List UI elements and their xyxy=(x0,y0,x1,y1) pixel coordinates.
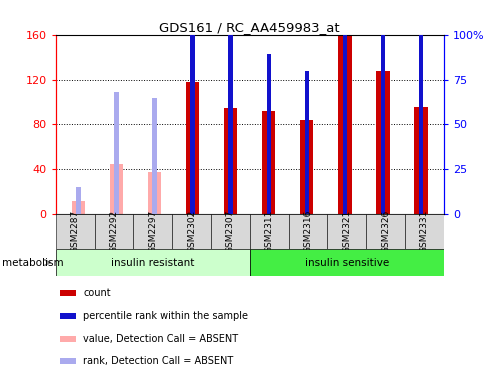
Bar xyxy=(304,71,308,214)
Text: GSM2307: GSM2307 xyxy=(226,210,234,253)
Bar xyxy=(224,108,237,214)
Bar xyxy=(327,214,365,249)
Text: percentile rank within the sample: percentile rank within the sample xyxy=(83,311,248,321)
Bar xyxy=(342,0,347,214)
Bar xyxy=(114,92,119,214)
Bar xyxy=(266,55,271,214)
Text: value, Detection Call = ABSENT: value, Detection Call = ABSENT xyxy=(83,333,238,344)
Text: GSM2326: GSM2326 xyxy=(380,210,389,253)
Bar xyxy=(261,111,275,214)
Bar xyxy=(172,214,211,249)
Bar xyxy=(228,11,232,214)
Bar xyxy=(110,164,123,214)
Bar xyxy=(365,214,404,249)
Bar xyxy=(186,82,199,214)
Bar xyxy=(56,249,249,276)
Bar xyxy=(337,35,351,214)
Text: insulin resistant: insulin resistant xyxy=(111,258,194,268)
Text: GSM2316: GSM2316 xyxy=(303,210,312,253)
Text: GSM2297: GSM2297 xyxy=(148,210,157,253)
Bar xyxy=(60,358,76,365)
Bar xyxy=(133,214,172,249)
Bar xyxy=(288,214,327,249)
Text: metabolism: metabolism xyxy=(2,258,64,268)
Bar xyxy=(152,97,157,214)
Text: GSM2292: GSM2292 xyxy=(109,210,118,253)
Bar xyxy=(249,214,288,249)
Bar xyxy=(300,120,313,214)
Bar xyxy=(72,201,85,214)
Text: GSM2321: GSM2321 xyxy=(342,210,350,253)
Bar xyxy=(380,0,384,214)
Text: GSM2287: GSM2287 xyxy=(71,210,79,253)
Text: GSM2302: GSM2302 xyxy=(187,210,196,253)
Text: count: count xyxy=(83,288,111,298)
Bar xyxy=(404,214,443,249)
Bar xyxy=(76,187,81,214)
Bar xyxy=(148,172,161,214)
Bar xyxy=(60,290,76,296)
Bar xyxy=(56,214,94,249)
Bar xyxy=(60,313,76,319)
Bar xyxy=(413,107,427,214)
Bar xyxy=(60,336,76,341)
Text: GSM2331: GSM2331 xyxy=(419,210,428,253)
Bar xyxy=(249,249,443,276)
Bar xyxy=(211,214,249,249)
Title: GDS161 / RC_AA459983_at: GDS161 / RC_AA459983_at xyxy=(159,20,339,34)
Text: rank, Detection Call = ABSENT: rank, Detection Call = ABSENT xyxy=(83,356,233,366)
Bar xyxy=(190,1,195,214)
Text: insulin sensitive: insulin sensitive xyxy=(304,258,388,268)
Text: GSM2311: GSM2311 xyxy=(264,210,273,253)
Bar xyxy=(376,71,389,214)
Bar xyxy=(94,214,133,249)
Bar xyxy=(418,8,423,214)
